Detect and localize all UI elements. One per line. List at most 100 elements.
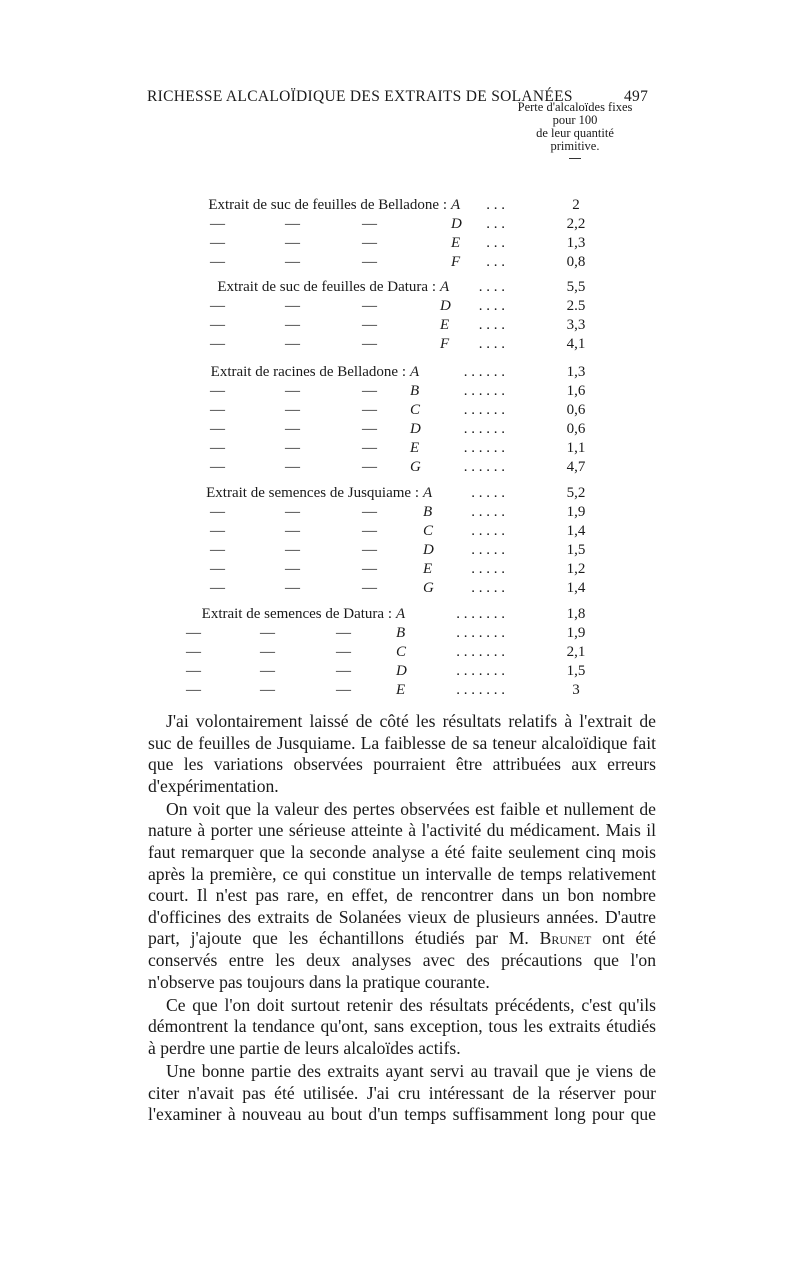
- ditto-mark: —: [362, 216, 377, 232]
- table-row: Extrait de racines de Belladone :A . . . …: [0, 363, 800, 382]
- table-row: — — — D . . . . . . 0,6: [0, 420, 800, 439]
- table-row: — — — B . . . . . . 1,6: [0, 382, 800, 401]
- loss-value: 3,3: [566, 317, 586, 333]
- ditto-mark: —: [285, 383, 300, 399]
- sample-letter: G: [410, 459, 421, 475]
- table-row: — — — F . . . 0,8: [0, 253, 800, 272]
- ditto-mark: —: [336, 682, 351, 698]
- sample-letter: D: [396, 663, 407, 679]
- table-row: — — — E . . . . 3,3: [0, 316, 800, 335]
- dot-leader: . . . .: [478, 317, 505, 333]
- group-label: Extrait de semences de Datura :: [201, 606, 392, 622]
- table-row: Extrait de suc de feuilles de Belladone …: [0, 196, 800, 215]
- ditto-mark: —: [285, 542, 300, 558]
- dot-leader: . . . .: [478, 336, 505, 352]
- ditto-mark: —: [186, 625, 201, 641]
- paragraph: J'ai volontairement laissé de côté les r…: [148, 711, 656, 796]
- ditto-mark: —: [285, 216, 300, 232]
- loss-value: 1,5: [566, 663, 586, 679]
- table-row: — — — C . . . . . 1,4: [0, 522, 800, 541]
- table-row: — — — D . . . . . 1,5: [0, 541, 800, 560]
- ditto-mark: —: [285, 440, 300, 456]
- table-row: — — — D . . . 2,2: [0, 215, 800, 234]
- ditto-mark: —: [210, 216, 225, 232]
- table-row: — — — B . . . . . 1,9: [0, 503, 800, 522]
- loss-value: 1,3: [566, 364, 586, 380]
- ditto-mark: —: [210, 561, 225, 577]
- sample-letter: E: [451, 235, 461, 251]
- dot-leader: . . . . . .: [463, 383, 505, 399]
- header-rule: [569, 158, 581, 159]
- loss-value: 5,5: [566, 279, 586, 295]
- loss-value: 0,8: [566, 254, 586, 270]
- dot-leader: . . . . . .: [463, 440, 505, 456]
- loss-value: 1,9: [566, 625, 586, 641]
- page-number: 497: [624, 88, 649, 105]
- sample-letter: E: [396, 682, 406, 698]
- sample-letter: D: [451, 216, 462, 232]
- ditto-mark: —: [336, 625, 351, 641]
- sample-letter: A: [440, 279, 450, 295]
- dot-leader: . . . . . . .: [456, 663, 505, 679]
- dot-leader: . . .: [486, 254, 505, 270]
- sample-letter: B: [410, 383, 420, 399]
- ditto-mark: —: [210, 336, 225, 352]
- ditto-mark: —: [210, 317, 225, 333]
- paragraph-text: ont été conservés entre les deux analyse…: [148, 928, 656, 992]
- table-row: — — — E . . . 1,3: [0, 234, 800, 253]
- table-row: Extrait de suc de feuilles de Datura :A.…: [0, 278, 800, 297]
- ditto-mark: —: [336, 644, 351, 660]
- ditto-mark: —: [285, 459, 300, 475]
- ditto-mark: —: [285, 298, 300, 314]
- loss-value: 1,2: [566, 561, 586, 577]
- ditto-mark: —: [260, 644, 275, 660]
- paragraph-text: On voit que la valeur des pertes observé…: [148, 798, 656, 949]
- ditto-mark: —: [285, 504, 300, 520]
- ditto-mark: —: [362, 561, 377, 577]
- ditto-mark: —: [260, 682, 275, 698]
- group-label: Extrait de semences de Jusquiame :: [206, 485, 419, 501]
- ditto-mark: —: [362, 504, 377, 520]
- ditto-mark: —: [362, 440, 377, 456]
- column-header: Perte d'alcaloïdes fixes pour 100 de leu…: [490, 101, 660, 159]
- ditto-mark: —: [362, 459, 377, 475]
- ditto-mark: —: [210, 298, 225, 314]
- ditto-mark: —: [285, 402, 300, 418]
- sample-letter: D: [440, 298, 451, 314]
- ditto-mark: —: [285, 235, 300, 251]
- ditto-mark: —: [362, 254, 377, 270]
- paragraph: Ce que l'on doit surtout retenir des rés…: [148, 994, 656, 1058]
- author-name: Brunet: [539, 928, 592, 949]
- dot-leader: . . . . . . .: [456, 644, 505, 660]
- ditto-mark: —: [186, 682, 201, 698]
- paragraph: On voit que la valeur des pertes observé…: [148, 799, 656, 993]
- column-header-line: de leur quantité: [536, 126, 614, 140]
- ditto-mark: —: [260, 625, 275, 641]
- ditto-mark: —: [210, 383, 225, 399]
- ditto-mark: —: [362, 402, 377, 418]
- dot-leader: . . . .: [478, 298, 505, 314]
- table-row: — — — B . . . . . . . 1,9: [0, 624, 800, 643]
- dot-leader: . . . . . .: [463, 364, 505, 380]
- loss-value: 1,3: [566, 235, 586, 251]
- ditto-mark: —: [285, 317, 300, 333]
- sample-letter: A: [396, 606, 406, 622]
- loss-value: 2: [572, 197, 580, 213]
- loss-value: 0,6: [566, 421, 586, 437]
- dot-leader: . . . . . .: [463, 402, 505, 418]
- loss-value: 1,8: [566, 606, 586, 622]
- ditto-mark: —: [362, 317, 377, 333]
- ditto-mark: —: [362, 421, 377, 437]
- loss-value: 4,7: [566, 459, 586, 475]
- table-row: — — — G . . . . . . 4,7: [0, 458, 800, 477]
- loss-value: 2.5: [566, 298, 586, 314]
- ditto-mark: —: [210, 580, 225, 596]
- sample-letter: C: [410, 402, 421, 418]
- ditto-mark: —: [210, 459, 225, 475]
- dot-leader: . . .: [486, 197, 505, 213]
- loss-value: 0,6: [566, 402, 586, 418]
- sample-letter: E: [410, 440, 420, 456]
- dot-leader: . . . . .: [471, 523, 505, 539]
- dot-leader: . . . . . . .: [456, 682, 505, 698]
- ditto-mark: —: [285, 523, 300, 539]
